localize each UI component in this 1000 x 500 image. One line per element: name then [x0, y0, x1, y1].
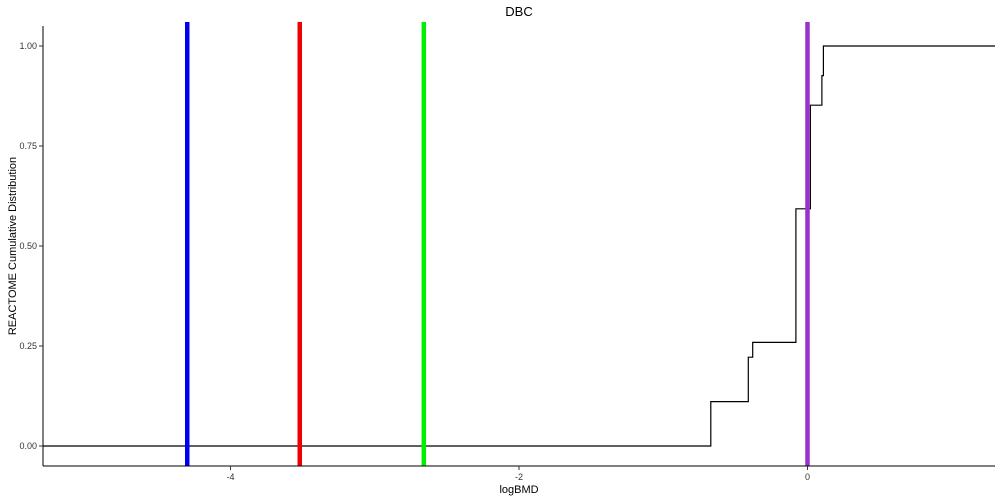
- x-tick-label: -4: [227, 472, 235, 482]
- y-tick-label: 0.00: [19, 441, 37, 451]
- ecdf-step-line: [43, 45, 995, 447]
- y-tick-label: 0.25: [19, 341, 37, 351]
- x-axis-label: logBMD: [499, 484, 538, 496]
- y-tick-label: 1.00: [19, 41, 37, 51]
- x-tick-label: -2: [515, 472, 523, 482]
- y-axis-label: REACTOME Cumulative Distribution: [7, 157, 19, 335]
- x-tick-label: 0: [805, 472, 810, 482]
- y-axis-ticks: 0.00 0.25 0.50 0.75 1.00: [19, 41, 43, 451]
- y-tick-label: 0.50: [19, 241, 37, 251]
- x-axis-ticks: -4 -2 0: [227, 466, 810, 482]
- y-tick-label: 0.75: [19, 141, 37, 151]
- plot-area: [43, 22, 995, 466]
- chart-title: DBC: [505, 4, 532, 19]
